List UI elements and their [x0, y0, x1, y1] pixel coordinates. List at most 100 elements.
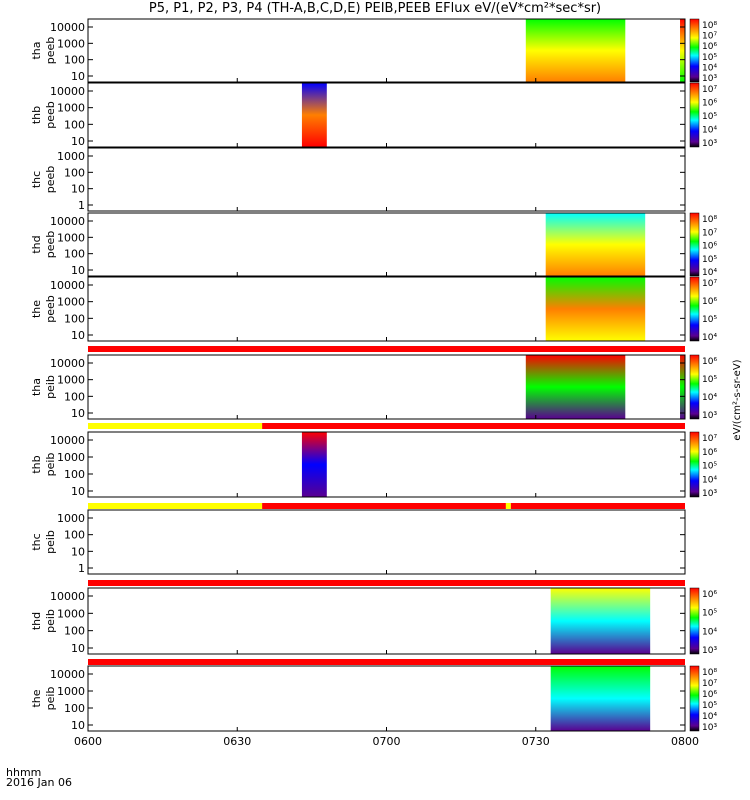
y-tick-label: 10000: [50, 434, 85, 447]
y-tick-label: 10: [71, 329, 85, 342]
y-tick-label: 10000: [50, 85, 85, 98]
y-tick-label: 10000: [50, 357, 85, 370]
colorbar: [689, 18, 700, 83]
colorbar-tick-label: 10⁴: [702, 126, 717, 136]
colorbar-tick-label: 10⁸: [702, 21, 717, 31]
colorbar-tick-label: 10⁵: [702, 315, 717, 325]
colorbar-tick-label: 10⁴: [702, 63, 717, 73]
y-tick-label: 1000: [57, 296, 85, 309]
colorbar: [689, 82, 700, 148]
colorbar: [689, 212, 700, 277]
y-axis-label: the: [30, 300, 43, 318]
x-tick-label: 0730: [522, 735, 550, 748]
y-tick-label: 10: [71, 183, 85, 196]
colorbar-tick-label: 10⁵: [702, 701, 717, 711]
y-tick-label: 1: [78, 562, 85, 575]
colorbar-tick-label: 10⁷: [702, 85, 717, 95]
colorbar-tick-label: 10⁵: [702, 112, 717, 122]
colorbar-tick-label: 10⁷: [702, 32, 717, 42]
colorbar: [689, 276, 700, 342]
colorbar-tick-label: 10³: [702, 74, 717, 84]
data-block: [545, 213, 646, 276]
y-tick-label: 1000: [57, 102, 85, 115]
y-tick-label: 10: [71, 135, 85, 148]
colorbar-tick-label: 10⁴: [702, 627, 717, 637]
colorbar-tick-label: 10⁴: [702, 393, 717, 403]
panel-frame: [87, 431, 686, 498]
status-bar-segment: [505, 503, 511, 509]
data-block: [301, 83, 327, 147]
y-axis-label: thc: [30, 533, 43, 550]
colorbar-tick-label: 10³: [702, 489, 717, 499]
colorbar-tick-label: 10⁶: [702, 297, 717, 307]
y-axis-label: peib: [44, 530, 57, 554]
colorbar-tick-label: 10³: [702, 723, 717, 733]
data-block: [301, 432, 327, 497]
status-bar-segment: [262, 503, 506, 509]
date-label: 2016 Jan 06: [6, 776, 72, 789]
y-tick-label: 1000: [57, 451, 85, 464]
colorbar-tick-label: 10⁷: [702, 434, 717, 444]
y-tick-label: 100: [64, 390, 85, 403]
colorbar-tick-label: 10⁶: [702, 42, 717, 52]
y-axis-label: tha: [30, 41, 43, 59]
data-block: [550, 666, 651, 731]
y-tick-label: 10000: [50, 590, 85, 603]
colorbar-tick-label: 10⁶: [702, 99, 717, 109]
y-axis-label: peeb: [44, 37, 57, 65]
y-tick-label: 1000: [57, 150, 85, 163]
y-tick-label: 100: [64, 529, 85, 542]
y-tick-label: 100: [64, 312, 85, 325]
data-block: [550, 588, 651, 654]
y-tick-label: 1: [78, 199, 85, 212]
colorbar: [689, 354, 700, 420]
y-tick-label: 1000: [57, 685, 85, 698]
y-tick-label: 100: [64, 702, 85, 715]
colorbar-tick-label: 10⁸: [702, 215, 717, 225]
time-axis-unit: hhmm: [6, 766, 42, 779]
y-axis-label: thd: [30, 612, 43, 630]
panel-frame: [87, 147, 686, 212]
colorbar-tick-label: 10⁴: [702, 475, 717, 485]
colorbar-tick-label: 10⁸: [702, 668, 717, 678]
colorbar-tick-label: 10³: [702, 646, 717, 656]
data-block: [545, 277, 646, 341]
colorbar-tick-label: 10⁶: [702, 590, 717, 600]
y-tick-label: 100: [64, 468, 85, 481]
colorbar: [689, 587, 700, 655]
status-bar-segment: [88, 423, 263, 429]
y-tick-label: 10000: [50, 279, 85, 292]
colorbar-tick-label: 10³: [702, 411, 717, 421]
colorbar-tick-label: 10⁷: [702, 679, 717, 689]
y-tick-label: 1000: [57, 37, 85, 50]
y-tick-label: 10000: [50, 668, 85, 681]
x-tick-label: 0700: [373, 735, 401, 748]
colorbar-tick-label: 10⁶: [702, 690, 717, 700]
status-bar-segment: [88, 580, 685, 586]
colorbar-units-label: eV/(cm²-s-sr-eV): [732, 359, 743, 440]
colorbar-tick-label: 10⁵: [702, 462, 717, 472]
y-tick-label: 10: [71, 545, 85, 558]
colorbar: [689, 665, 700, 732]
y-tick-label: 10000: [50, 21, 85, 34]
y-tick-label: 10000: [50, 215, 85, 228]
colorbar-tick-label: 10⁵: [702, 375, 717, 385]
y-axis-label: peeb: [44, 295, 57, 323]
chart-title: P5, P1, P2, P3, P4 (TH-A,B,C,D,E) PEIB,P…: [148, 1, 602, 16]
colorbar: [689, 431, 700, 498]
colorbar-tick-label: 10⁵: [702, 53, 717, 63]
colorbar-tick-label: 10⁶: [702, 242, 717, 252]
x-tick-label: 0600: [74, 735, 102, 748]
y-axis-label: tha: [30, 378, 43, 396]
y-axis-label: thb: [30, 106, 43, 124]
y-axis-label: peeb: [44, 101, 57, 129]
data-block: [525, 355, 626, 419]
colorbar-tick-label: 10⁴: [702, 333, 717, 343]
status-bar-segment: [88, 659, 685, 665]
status-bar-segment: [510, 503, 685, 509]
panel-frame: [87, 82, 686, 148]
y-axis-label: peib: [44, 375, 57, 399]
y-axis-label: peib: [44, 609, 57, 633]
x-tick-label: 0800: [671, 735, 699, 748]
